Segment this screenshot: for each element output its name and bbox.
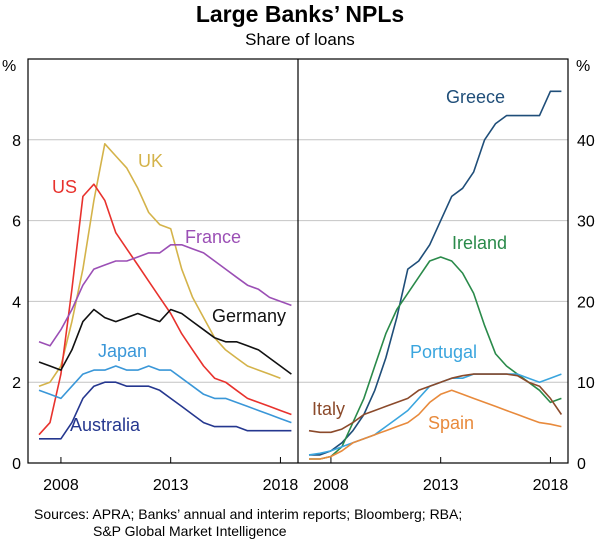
series-label-spain: Spain — [428, 413, 474, 433]
series-line-spain — [309, 389, 562, 460]
x-tick-label: 2013 — [153, 477, 189, 494]
series-label-france: France — [185, 227, 241, 247]
y-tick-label: 10 — [577, 375, 595, 392]
series-label-greece: Greece — [446, 87, 505, 107]
y-tick-label: 40 — [577, 133, 595, 150]
series-line-greece — [309, 90, 562, 456]
series-label-portugal: Portugal — [410, 342, 477, 362]
series-label-australia: Australia — [70, 415, 141, 435]
series-line-uk — [38, 143, 281, 387]
series-line-japan — [38, 365, 292, 424]
series-line-italy — [308, 373, 563, 434]
chart-subtitle: Share of loans — [245, 30, 355, 49]
left-axis-unit: % — [2, 58, 16, 75]
series-label-italy: Italy — [312, 399, 345, 419]
chart-title: Large Banks’ NPLs — [195, 1, 405, 27]
x-tick-label: 2008 — [43, 477, 79, 494]
right-axis-unit: % — [576, 58, 590, 75]
y-tick-label: 20 — [577, 294, 595, 311]
y-tick-label: 0 — [12, 456, 21, 473]
series-line-australia — [39, 381, 292, 440]
series-label-uk: UK — [138, 151, 163, 171]
y-tick-label: 0 — [577, 456, 586, 473]
y-tick-label: 8 — [12, 133, 21, 150]
y-tick-label: 4 — [12, 294, 21, 311]
x-tick-label: 2018 — [263, 477, 299, 494]
series-line-france — [38, 244, 292, 347]
series-label-japan: Japan — [98, 341, 147, 361]
x-tick-label: 2018 — [533, 477, 569, 494]
x-tick-label: 2008 — [313, 477, 349, 494]
series-label-us: US — [52, 177, 77, 197]
series-line-germany — [38, 308, 292, 375]
series-line-us — [38, 183, 292, 436]
y-tick-label: 30 — [577, 214, 595, 231]
source-line: Sources: APRA; Banks’ annual and interim… — [34, 506, 463, 522]
series-label-germany: Germany — [212, 306, 286, 326]
y-tick-label: 6 — [12, 214, 21, 231]
series-label-ireland: Ireland — [452, 233, 507, 253]
source-line: S&P Global Market Intelligence — [93, 523, 287, 539]
source-note: Sources: APRA; Banks’ annual and interim… — [34, 506, 462, 540]
y-tick-label: 2 — [12, 375, 21, 392]
x-tick-label: 2013 — [423, 477, 459, 494]
